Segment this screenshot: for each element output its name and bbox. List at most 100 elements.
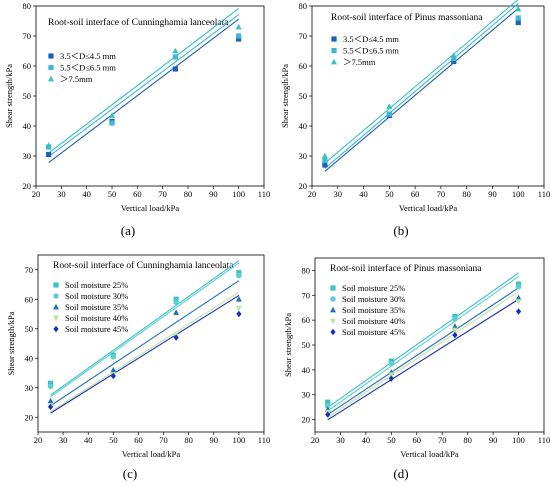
legend-marker (53, 293, 59, 299)
data-point (325, 399, 331, 405)
y-tick-label: 50 (25, 324, 34, 334)
x-tick-label: 50 (387, 435, 396, 445)
legend-label: Soil moisture 45% (65, 324, 128, 334)
data-point (515, 283, 522, 290)
fit-line (327, 291, 519, 418)
y-tick-label: 20 (23, 181, 32, 191)
x-tick-label: 90 (489, 435, 498, 445)
legend-label: ＞7.5mm (60, 74, 93, 84)
data-point (236, 33, 242, 39)
x-tick-label: 100 (512, 435, 525, 445)
data-point (236, 270, 242, 276)
legend-label: Soil moisture 35% (342, 305, 405, 315)
data-point (388, 360, 395, 367)
data-point (110, 372, 116, 380)
data-point (452, 316, 458, 322)
x-tick-label: 40 (359, 189, 368, 199)
data-point (45, 142, 52, 148)
data-point (452, 331, 458, 339)
data-point (235, 296, 242, 302)
y-tick-label: 30 (302, 390, 311, 400)
fit-line (327, 272, 519, 408)
x-tick-label: 20 (32, 189, 41, 199)
legend-label: Soil moisture 25% (65, 280, 128, 290)
chart-panel-3: 20 30 40 50 60 70 80 90 100 110 20 30 40 50 60 70 Vertic… (6, 254, 270, 459)
x-tick-label: 50 (385, 189, 394, 199)
panel-title: Root-soil interface of Pinus massoniana (331, 12, 483, 23)
chart-panel-2: 20 30 40 50 60 70 80 90 100 110 20 30 40 50 60 70 80 Vert… (280, 0, 550, 213)
legend-marker (53, 315, 59, 322)
data-point (325, 411, 331, 418)
data-point (321, 152, 328, 159)
x-tick-label: 20 (308, 189, 317, 199)
x-axis-label: Vertical load/kPa (400, 449, 459, 459)
legend-marker (330, 296, 336, 302)
data-point (173, 299, 179, 306)
y-tick-label: 70 (25, 265, 34, 275)
y-tick-label: 40 (302, 365, 311, 375)
x-tick-label: 90 (209, 189, 218, 199)
x-tick-label: 50 (108, 189, 117, 199)
data-point (47, 380, 54, 386)
y-axis-label: Shear strength/kPa (280, 64, 290, 128)
y-tick-label: 70 (299, 31, 308, 41)
data-point (236, 310, 242, 318)
x-tick-label: 70 (437, 189, 446, 199)
data-point (515, 19, 521, 26)
x-tick-label: 60 (413, 435, 422, 445)
data-point (515, 15, 521, 21)
y-tick-label: 20 (302, 415, 311, 425)
y-tick-label: 30 (25, 383, 34, 393)
data-point (515, 5, 522, 12)
data-point (451, 323, 458, 329)
x-tick-label: 60 (133, 189, 142, 199)
y-tick-label: 50 (302, 340, 311, 350)
data-point (110, 366, 117, 373)
x-tick-label: 80 (184, 189, 193, 199)
legend-label: 3.5＜D≤4.5 mm (60, 51, 116, 61)
x-tick-label: 30 (59, 435, 68, 445)
data-point (451, 58, 457, 65)
panel-label: (a) (121, 223, 135, 238)
legend-label: ＞7.5mm (343, 57, 376, 67)
data-point (515, 308, 522, 315)
data-point (322, 162, 328, 168)
legend-marker (330, 285, 336, 291)
x-tick-label: 100 (512, 189, 525, 199)
x-tick-label: 20 (34, 435, 43, 445)
legend-label: Soil moisture 30% (65, 291, 128, 301)
data-point (47, 383, 54, 390)
x-tick-label: 70 (159, 435, 168, 445)
x-tick-label: 110 (258, 189, 270, 199)
data-point (388, 372, 395, 379)
x-tick-label: 90 (488, 189, 497, 199)
data-point (172, 66, 178, 72)
fit-line (48, 7, 239, 154)
fit-line (327, 275, 519, 412)
data-point (235, 23, 242, 30)
data-point (235, 305, 242, 312)
data-point (47, 403, 54, 411)
panel-title: Root-soil interface of Cunninghamia lanc… (48, 17, 229, 28)
legend-marker (53, 303, 59, 310)
y-tick-label: 50 (23, 91, 32, 101)
x-axis-label: Vertical load/kPa (121, 203, 180, 213)
y-tick-label: 60 (302, 315, 311, 325)
legend-marker (53, 325, 59, 333)
data-point (515, 299, 522, 305)
data-point (109, 112, 115, 118)
data-point (109, 120, 115, 126)
y-axis-label: Shear strength/kPa (4, 64, 14, 128)
data-point (388, 375, 394, 382)
fit-line (324, 3, 519, 169)
fit-line (50, 280, 240, 407)
y-tick-label: 40 (299, 121, 308, 131)
y-axis-label: Shear strength/kPa (6, 311, 16, 375)
panel-label: (b) (393, 223, 408, 238)
x-tick-label: 60 (411, 189, 420, 199)
legend-marker (330, 318, 336, 325)
y-tick-label: 80 (299, 1, 308, 11)
data-point (47, 397, 54, 404)
fit-line (50, 294, 240, 414)
